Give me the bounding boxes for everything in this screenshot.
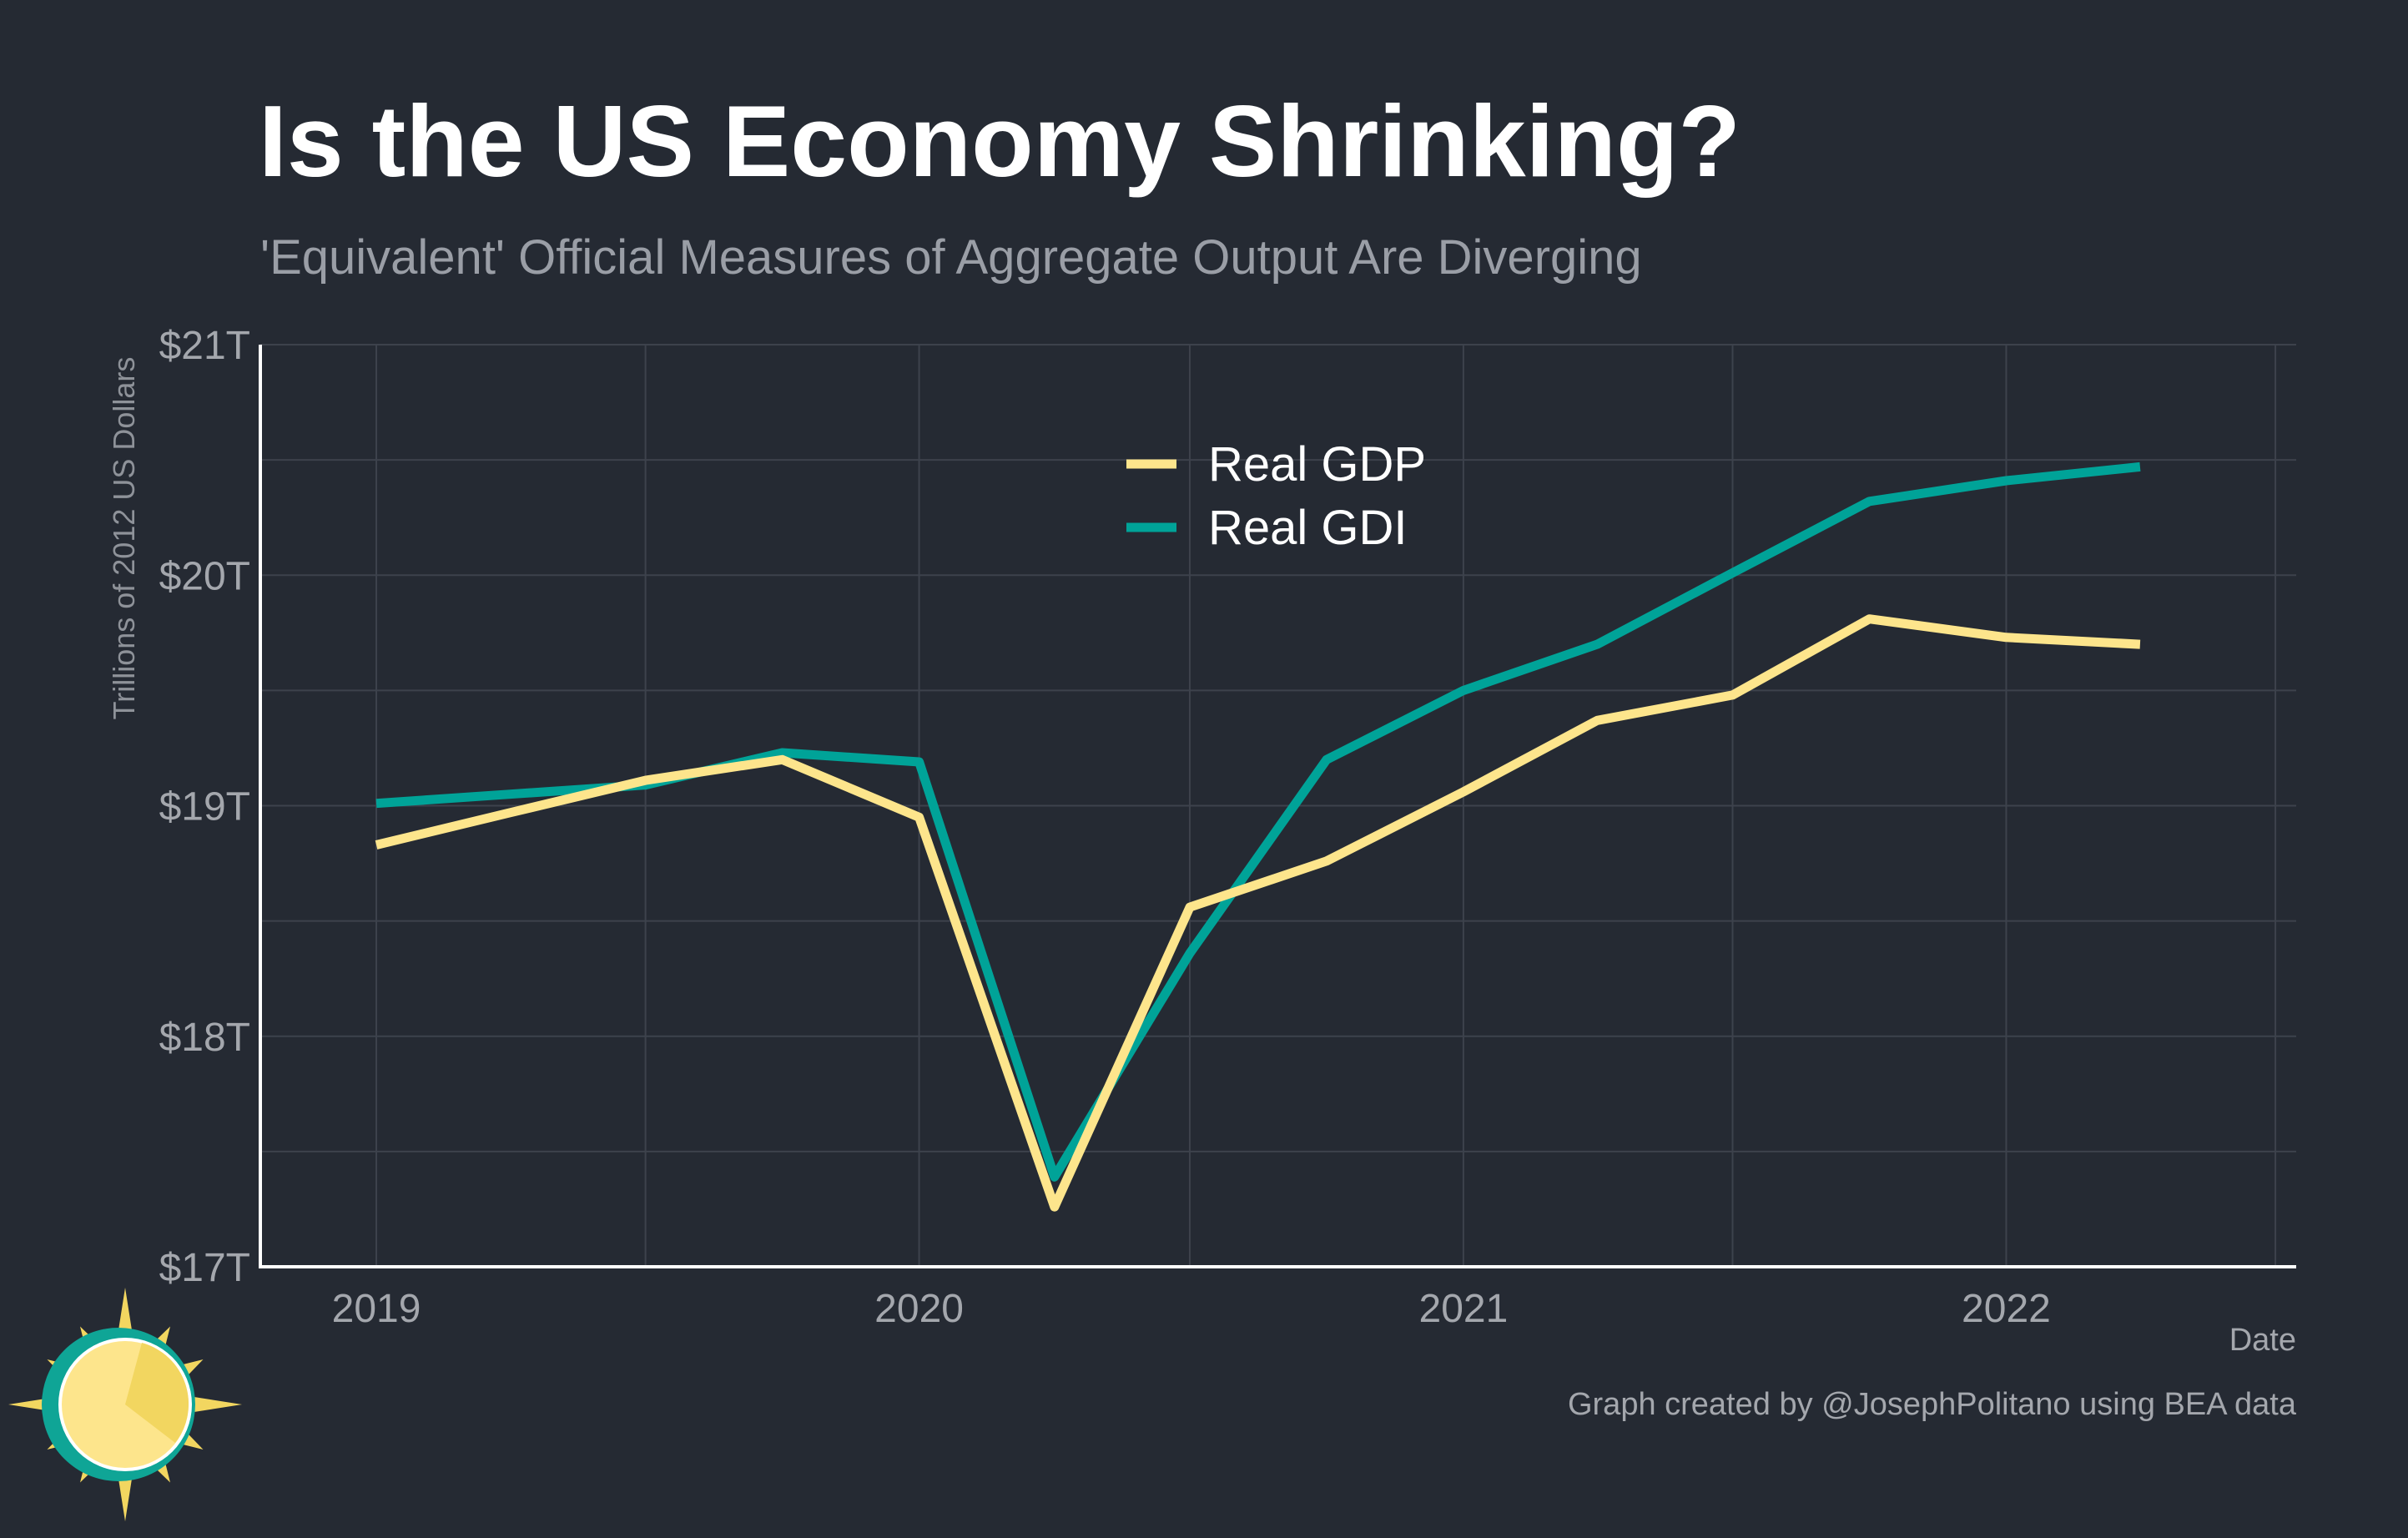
series-line-real-gdp [375,614,2141,1212]
y-tick-label: $21T [159,324,250,368]
legend-label: Real GDI [1208,501,1408,555]
x-tick-label: 2022 [1962,1287,2051,1331]
legend-label: Real GDP [1208,437,1426,492]
source-caption: Graph created by @JosephPolitano using B… [1567,1387,2296,1422]
sun-shade [125,1343,189,1443]
series-lines [375,461,2141,1212]
series-line-real-gdi [375,461,2141,1182]
sun-ray [183,1394,242,1414]
chart-subtitle: 'Equivalent' Official Measures of Aggreg… [260,230,1642,285]
x-tick-label: 2020 [874,1287,964,1331]
y-tick-label: $17T [159,1246,250,1290]
axis-labels: $17T $18T $19T $20T $21T 2019 2020 2021 2022 Tril… [107,324,2296,1358]
axes [259,345,2296,1268]
x-tick-label: 2021 [1419,1287,1509,1331]
legend: Real GDP Real GDI [1126,437,1426,555]
x-tick-label: 2019 [332,1287,421,1331]
grid-lines [260,344,2296,1268]
y-tick-label: $18T [159,1016,250,1060]
x-axis-title: Date [2229,1323,2296,1358]
y-axis-title: Trillions of 2012 US Dollars [107,357,141,720]
sun-icon [8,1288,242,1521]
y-tick-label: $20T [159,554,250,598]
y-tick-label: $19T [159,785,250,830]
chart-title: Is the US Economy Shrinking? [259,84,1741,198]
